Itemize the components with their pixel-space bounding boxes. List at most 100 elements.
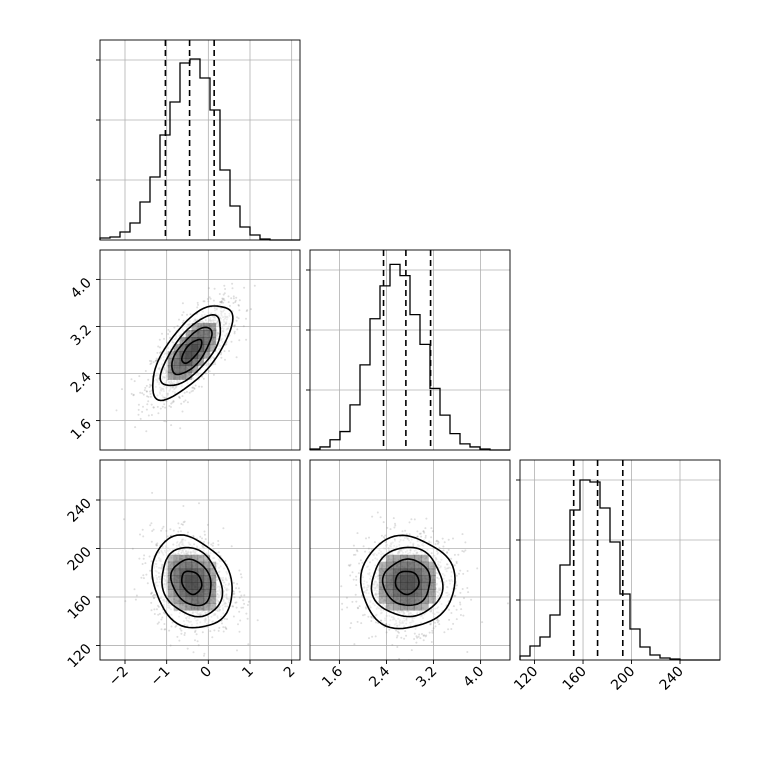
x-tick-label: 240 bbox=[657, 664, 687, 694]
sample-point bbox=[210, 312, 213, 315]
sample-point bbox=[195, 607, 198, 610]
sample-point bbox=[433, 578, 436, 581]
sample-point bbox=[203, 325, 206, 328]
sample-point bbox=[352, 578, 355, 581]
sample-point bbox=[245, 317, 247, 320]
sample-point bbox=[199, 611, 202, 614]
sample-point bbox=[237, 304, 240, 306]
density-block bbox=[179, 372, 187, 380]
sample-point bbox=[437, 619, 440, 622]
density-block bbox=[407, 554, 415, 563]
sample-point bbox=[404, 606, 407, 608]
sample-point bbox=[166, 370, 169, 373]
sample-point bbox=[367, 565, 370, 568]
sample-point bbox=[208, 562, 211, 565]
sample-point bbox=[398, 611, 401, 614]
sample-point bbox=[211, 324, 213, 327]
sample-point bbox=[367, 586, 370, 589]
sample-point bbox=[197, 303, 199, 306]
sample-point bbox=[141, 410, 144, 413]
sample-point bbox=[377, 574, 380, 577]
sample-point bbox=[369, 561, 371, 564]
sample-point bbox=[190, 607, 193, 610]
sample-point bbox=[200, 316, 203, 318]
sample-point bbox=[424, 602, 427, 605]
sample-point bbox=[448, 579, 451, 582]
sample-point bbox=[455, 560, 458, 563]
sample-point bbox=[386, 607, 389, 610]
density-block bbox=[173, 596, 181, 604]
sample-point bbox=[432, 600, 435, 603]
sample-point bbox=[164, 584, 167, 587]
sample-point bbox=[378, 607, 380, 610]
y-tick-label: 1.6 bbox=[68, 416, 95, 443]
sample-point bbox=[165, 379, 168, 382]
sample-point bbox=[182, 375, 185, 378]
sample-point bbox=[192, 534, 195, 537]
sample-point bbox=[220, 351, 223, 354]
sample-point bbox=[166, 585, 169, 588]
sample-point bbox=[150, 592, 152, 595]
sample-point bbox=[224, 560, 227, 562]
sample-point bbox=[152, 361, 155, 364]
sample-point bbox=[431, 582, 433, 585]
sample-point bbox=[238, 339, 241, 342]
sample-point bbox=[142, 535, 145, 538]
sample-point bbox=[123, 518, 125, 521]
sample-point bbox=[154, 562, 157, 565]
sample-point bbox=[188, 333, 191, 336]
sample-point bbox=[153, 596, 156, 599]
density-block bbox=[185, 330, 193, 338]
sample-point bbox=[211, 567, 214, 570]
sample-point bbox=[162, 553, 165, 556]
sample-point bbox=[392, 618, 394, 621]
sample-point bbox=[170, 625, 173, 628]
sample-point bbox=[160, 628, 163, 631]
sample-point bbox=[187, 541, 190, 544]
sample-point bbox=[199, 372, 202, 375]
sample-point bbox=[162, 396, 165, 398]
sample-point bbox=[149, 524, 152, 527]
sample-point bbox=[237, 623, 239, 626]
sample-point bbox=[243, 602, 246, 605]
sample-point bbox=[388, 544, 391, 547]
sample-point bbox=[219, 317, 222, 320]
density-block bbox=[407, 575, 415, 583]
sample-point bbox=[188, 329, 191, 332]
sample-point bbox=[213, 321, 216, 324]
sample-point bbox=[202, 613, 205, 616]
sample-point bbox=[453, 553, 456, 556]
sample-point bbox=[211, 571, 214, 574]
sample-point bbox=[245, 338, 248, 341]
sample-point bbox=[227, 588, 230, 591]
sample-point bbox=[380, 596, 383, 599]
sample-point bbox=[170, 424, 173, 427]
sample-point bbox=[193, 556, 196, 559]
sample-point bbox=[188, 373, 190, 376]
sample-point bbox=[394, 524, 397, 527]
density-block bbox=[197, 603, 205, 611]
sample-point bbox=[178, 396, 181, 399]
sample-point bbox=[155, 576, 158, 579]
sample-point bbox=[369, 599, 372, 602]
sample-point bbox=[224, 322, 227, 325]
sample-point bbox=[147, 395, 150, 398]
sample-point bbox=[163, 376, 166, 379]
sample-point bbox=[429, 565, 432, 568]
sample-point bbox=[194, 611, 197, 614]
sample-point bbox=[429, 541, 432, 544]
sample-point bbox=[410, 621, 413, 624]
sample-point bbox=[164, 628, 167, 631]
sample-point bbox=[207, 311, 210, 314]
sample-point bbox=[181, 604, 184, 607]
sample-point bbox=[145, 384, 148, 387]
scatter-param-1-vs-param-2: 1.6 2.4 3.2 4.0 bbox=[309, 459, 511, 691]
sample-point bbox=[206, 523, 209, 526]
sample-point bbox=[183, 520, 186, 523]
sample-point bbox=[415, 641, 418, 644]
sample-point bbox=[212, 336, 215, 338]
sample-point bbox=[211, 584, 214, 587]
density-block bbox=[203, 337, 211, 345]
sample-point bbox=[416, 606, 418, 609]
sample-point bbox=[137, 403, 140, 406]
